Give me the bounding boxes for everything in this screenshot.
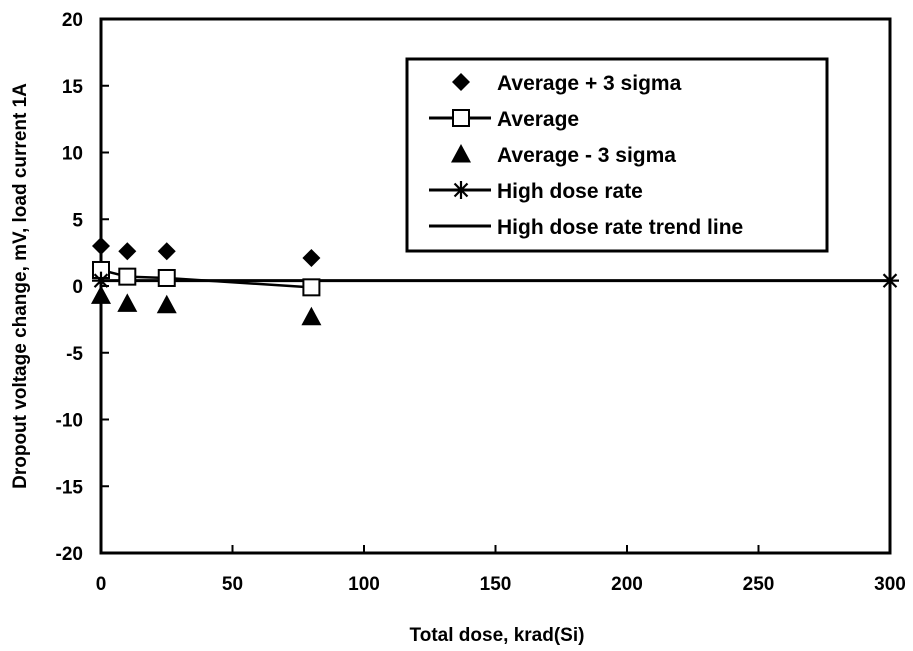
x-tick-label: 50 <box>222 574 243 595</box>
asterisk-stroke-d2 <box>882 273 898 288</box>
legend: Average + 3 sigma Average Average - 3 sigm… <box>405 57 829 253</box>
legend-entry: Average + 3 sigma <box>497 72 682 95</box>
data-point <box>91 285 111 304</box>
asterisk-stroke-d2 <box>93 273 109 288</box>
legend-marker <box>452 181 470 199</box>
x-axis-label: Total dose, krad(Si) <box>410 625 585 646</box>
x-tick-label: 0 <box>96 574 107 595</box>
data-point <box>118 267 137 286</box>
legend-entry: Average - 3 sigma <box>497 144 676 167</box>
x-tick-label: 250 <box>743 574 775 595</box>
legend-entry: Average <box>497 108 579 131</box>
legend-box <box>405 57 829 253</box>
y-tick-label: -5 <box>66 344 83 365</box>
data-point <box>156 294 177 314</box>
y-tick-label: 5 <box>72 210 83 231</box>
legend-marker <box>452 73 470 91</box>
legend-entry: High dose rate <box>497 180 643 203</box>
x-tick-label: 150 <box>480 574 512 595</box>
y-tick-label: -10 <box>56 411 83 432</box>
y-tick-label: -20 <box>56 544 83 565</box>
data-point <box>118 242 137 261</box>
x-tick-label: 300 <box>874 574 906 595</box>
data-point <box>302 278 321 297</box>
asterisk-stroke-d2 <box>453 182 469 198</box>
data-point <box>301 306 322 326</box>
data-point <box>302 248 321 267</box>
y-tick-label: 15 <box>62 77 84 98</box>
data-point <box>92 236 110 255</box>
x-tick-label: 200 <box>611 574 643 595</box>
legend-marker <box>451 144 471 163</box>
data-point <box>157 242 176 261</box>
y-axis-label: Dropout voltage change, mV, load current… <box>10 83 31 489</box>
y-tick-label: 10 <box>62 144 83 165</box>
y-tick-label: 0 <box>72 277 83 298</box>
legend-entry: High dose rate trend line <box>497 216 743 239</box>
data-point <box>157 268 176 287</box>
series-line <box>100 268 312 289</box>
x-tick-label: 100 <box>348 574 380 595</box>
y-tick-label: 20 <box>62 10 83 31</box>
plot-area <box>91 17 899 555</box>
data-point <box>881 271 899 290</box>
legend-marker <box>452 109 470 127</box>
data-point <box>117 293 138 312</box>
y-tick-label: -15 <box>56 477 84 498</box>
data-point <box>92 271 110 290</box>
